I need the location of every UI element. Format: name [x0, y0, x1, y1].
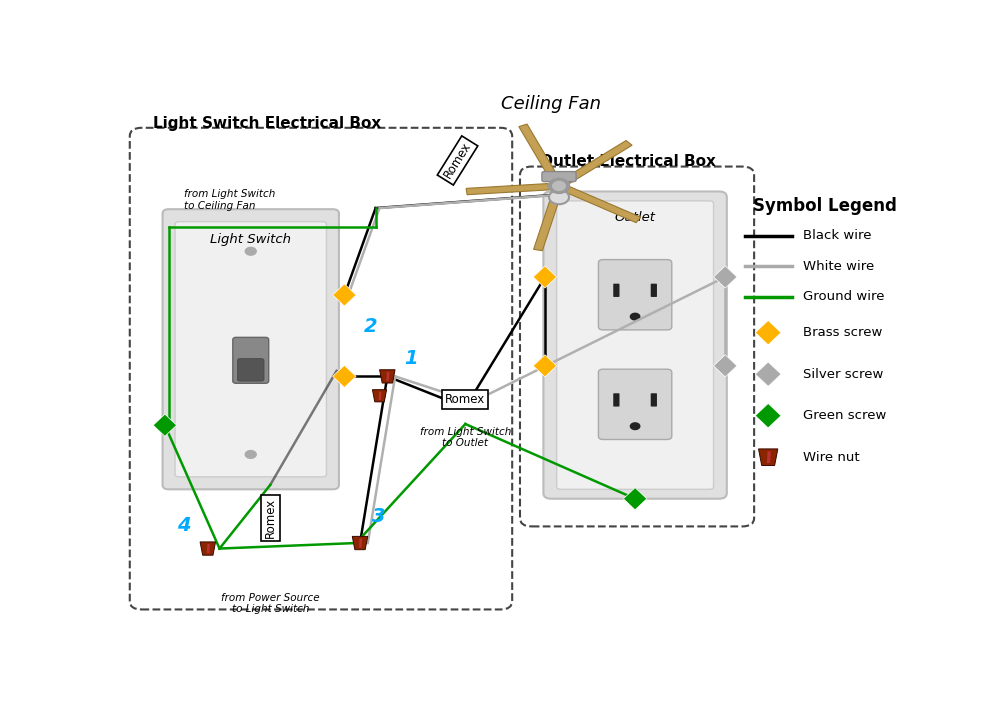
- Text: Black wire: Black wire: [804, 229, 872, 242]
- FancyBboxPatch shape: [233, 337, 269, 383]
- Polygon shape: [534, 266, 557, 288]
- FancyBboxPatch shape: [557, 201, 714, 490]
- Polygon shape: [714, 266, 737, 288]
- Circle shape: [246, 247, 256, 255]
- FancyBboxPatch shape: [238, 359, 264, 381]
- Text: 2: 2: [364, 317, 378, 336]
- Text: White wire: White wire: [804, 260, 874, 273]
- Polygon shape: [767, 452, 770, 463]
- Text: Romex: Romex: [445, 393, 485, 406]
- FancyBboxPatch shape: [598, 369, 672, 439]
- Polygon shape: [206, 544, 209, 553]
- FancyBboxPatch shape: [542, 172, 576, 182]
- Text: Silver screw: Silver screw: [804, 367, 884, 380]
- Polygon shape: [373, 390, 387, 402]
- Text: Romex: Romex: [264, 498, 277, 539]
- Polygon shape: [566, 187, 640, 223]
- Text: Light Switch: Light Switch: [210, 233, 291, 246]
- Text: Outlet: Outlet: [614, 211, 656, 224]
- Text: 3: 3: [372, 508, 386, 526]
- Circle shape: [630, 423, 639, 429]
- Text: from Power Source
to Light Switch: from Power Source to Light Switch: [221, 593, 319, 615]
- Polygon shape: [380, 370, 395, 383]
- Text: Green screw: Green screw: [804, 409, 886, 422]
- Text: Ground wire: Ground wire: [804, 290, 885, 303]
- Text: from Light Switch
to Ceiling Fan: from Light Switch to Ceiling Fan: [184, 189, 276, 211]
- FancyBboxPatch shape: [598, 260, 672, 330]
- FancyBboxPatch shape: [162, 209, 339, 490]
- Polygon shape: [332, 284, 356, 306]
- Circle shape: [246, 451, 256, 458]
- Circle shape: [549, 178, 570, 193]
- Text: Outlet Electrical Box: Outlet Electrical Box: [540, 155, 715, 170]
- Polygon shape: [758, 449, 777, 465]
- Text: Wire nut: Wire nut: [804, 451, 860, 464]
- Polygon shape: [466, 183, 549, 195]
- Polygon shape: [387, 372, 390, 381]
- FancyBboxPatch shape: [613, 284, 619, 297]
- Circle shape: [553, 181, 565, 191]
- Polygon shape: [352, 536, 368, 549]
- Polygon shape: [153, 414, 176, 436]
- Circle shape: [630, 313, 639, 320]
- Polygon shape: [714, 354, 737, 377]
- Text: Light Switch Electrical Box: Light Switch Electrical Box: [153, 116, 382, 131]
- Text: Symbol Legend: Symbol Legend: [752, 197, 896, 215]
- FancyBboxPatch shape: [651, 284, 657, 297]
- FancyBboxPatch shape: [175, 221, 326, 477]
- Polygon shape: [358, 539, 363, 548]
- FancyBboxPatch shape: [613, 393, 619, 406]
- FancyBboxPatch shape: [544, 191, 727, 499]
- Text: 4: 4: [176, 516, 190, 535]
- Polygon shape: [519, 124, 559, 180]
- Text: Ceiling Fan: Ceiling Fan: [501, 95, 601, 113]
- Polygon shape: [755, 362, 781, 386]
- Polygon shape: [379, 392, 382, 400]
- Circle shape: [549, 190, 569, 204]
- Polygon shape: [755, 321, 781, 345]
- Polygon shape: [564, 140, 632, 183]
- FancyBboxPatch shape: [651, 393, 657, 406]
- Polygon shape: [332, 365, 356, 388]
- Polygon shape: [534, 354, 557, 377]
- Text: from Light Switch
to Outlet: from Light Switch to Outlet: [420, 427, 511, 449]
- Polygon shape: [623, 487, 646, 510]
- Text: Brass screw: Brass screw: [804, 326, 883, 339]
- Text: Romex: Romex: [441, 140, 473, 181]
- Polygon shape: [534, 193, 561, 251]
- Polygon shape: [755, 403, 781, 428]
- Text: 1: 1: [405, 349, 418, 368]
- Polygon shape: [200, 542, 215, 555]
